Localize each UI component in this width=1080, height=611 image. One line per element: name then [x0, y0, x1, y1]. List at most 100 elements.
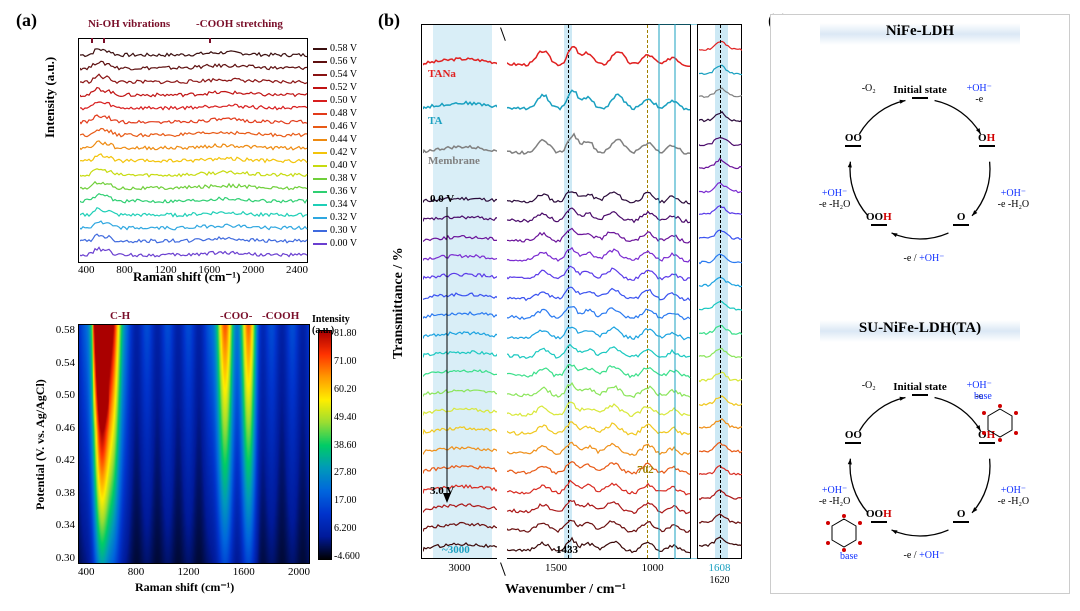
edge-label: +OH⁻-e — [949, 83, 1009, 105]
cycle-state: O — [933, 212, 989, 227]
ftir-inset-trace — [699, 33, 742, 59]
b-inset-xtick: 1608 1620 — [697, 562, 742, 586]
cycle-state: Initial state — [892, 382, 948, 397]
cycle-state: OO — [825, 430, 881, 445]
base-label: base — [840, 551, 858, 562]
cycle-state: OO — [825, 133, 881, 148]
ftir-inset-trace — [699, 128, 742, 154]
legend-item: 0.58 V — [313, 42, 357, 55]
edge-label: -O₂ — [839, 380, 899, 391]
a-top-plotarea — [78, 38, 308, 263]
wn-3000: ~3000 — [442, 544, 470, 556]
legend-item: 0.48 V — [313, 107, 357, 120]
ftir-inset-trace — [699, 529, 742, 555]
a-bot-ylabel: Potential (V. vs. Ag/AgCl) — [33, 379, 48, 510]
ftir-inset-trace — [699, 293, 742, 319]
ftir-inset-trace — [699, 175, 742, 201]
edge-label: +OH⁻-e -H₂O — [805, 188, 865, 210]
colorbar — [318, 330, 332, 560]
ftir-inset-trace — [699, 198, 742, 224]
panel-a-bottom-heatmap: C-H -COO- -COOH Potential (V. vs. Ag/AgC… — [30, 310, 370, 600]
annot-coo: -COO- — [220, 310, 252, 322]
legend-item: 0.44 V — [313, 133, 357, 146]
panel-a-top-raman: Ni-OH vibrations -COOH stretching Intens… — [38, 20, 358, 290]
ftir-inset-trace — [699, 364, 742, 390]
b-inset — [697, 24, 742, 559]
ftir-inset-trace — [699, 411, 742, 437]
edge-label: -e / +OH⁻ — [894, 253, 954, 264]
colorbar-ticks: 81.8071.0060.2049.4038.6027.8017.006.200… — [334, 328, 360, 562]
annot-cooh: -COOH stretching — [196, 18, 283, 30]
ftir-inset-trace — [699, 388, 742, 414]
ref-label-tana: TANa — [428, 68, 456, 80]
ftir-inset-trace — [699, 246, 742, 272]
a-bot-plotarea — [78, 324, 310, 564]
edge-label: +OH⁻-e -H₂O — [983, 188, 1043, 210]
a-top-ylabel: Intensity (a.u.) — [42, 57, 58, 138]
legend-item: 0.46 V — [313, 120, 357, 133]
ta-molecule-icon — [976, 403, 1024, 443]
legend-item: 0.50 V — [313, 94, 357, 107]
ftir-inset-trace — [699, 222, 742, 248]
edge-label: +OH⁻-e -H₂O — [983, 485, 1043, 507]
b-ylabel: Transmittance / % — [391, 247, 407, 359]
ftir-inset-trace — [699, 317, 742, 343]
ftir-inset-trace — [699, 104, 742, 130]
edge-label: -O₂ — [839, 83, 899, 94]
a-bot-yticks: 0.580.540.500.460.420.380.340.30 — [53, 324, 75, 564]
annot-cooh2: -COOH — [262, 310, 299, 322]
annot-nioh: Ni-OH vibrations — [88, 18, 170, 30]
panel-a-label: (a) — [16, 10, 37, 31]
ftir-ref-trace — [423, 79, 691, 123]
inset-vline — [720, 25, 721, 558]
ftir-inset-trace — [699, 458, 742, 484]
ftir-inset-trace — [699, 269, 742, 295]
scheme-su-nife: SU-NiFe-LDH(TA) Initial stateOHOOOHOO+OH… — [771, 320, 1069, 609]
voltage-low: 0.0 V — [430, 193, 454, 205]
legend-item: 0.40 V — [313, 159, 357, 172]
legend-item: 0.34 V — [313, 198, 357, 211]
wn-702: 702 — [637, 464, 654, 476]
cycle-state: OH — [959, 133, 1015, 148]
b-plotarea: TANa TA Membrane 0.0 V 3.0 V ~3000 1433 … — [421, 24, 691, 559]
annot-ch: C-H — [110, 310, 130, 322]
scheme-nife: NiFe-LDH Initial state OH O OOH OO +OH⁻-e +OH⁻… — [771, 23, 1069, 312]
scheme-title-1: NiFe-LDH — [820, 23, 1020, 45]
ref-label-membrane: Membrane — [428, 155, 480, 167]
scheme-title-2: SU-NiFe-LDH(TA) — [820, 320, 1020, 342]
cycle-state: O — [933, 509, 989, 524]
ta-molecule-icon — [820, 513, 868, 553]
panel-b-ftir: TANa TA Membrane 0.0 V 3.0 V ~3000 1433 … — [385, 14, 755, 594]
ftir-inset-trace — [699, 482, 742, 508]
cycle-state: Initial state — [892, 85, 948, 100]
cycle-state: OOH — [851, 212, 907, 227]
ftir-inset-trace — [699, 57, 742, 83]
legend-item: 0.38 V — [313, 172, 357, 185]
ftir-inset-trace — [699, 506, 742, 532]
ftir-inset-trace — [699, 80, 742, 106]
b-xticks: 300015001000 — [421, 562, 691, 574]
panel-c-mechanism: NiFe-LDH Initial state OH O OOH OO +OH⁻-e +OH⁻… — [770, 14, 1070, 594]
legend-item: 0.42 V — [313, 146, 357, 159]
edge-label: -e / +OH⁻ — [894, 550, 954, 561]
raman-trace — [80, 243, 308, 261]
legend-item: 0.54 V — [313, 68, 357, 81]
ftir-ref-trace — [423, 35, 691, 79]
legend-item: 0.00 V — [313, 237, 357, 250]
b-xlabel: Wavenumber / cm⁻¹ — [505, 581, 626, 598]
ftir-inset-trace — [699, 151, 742, 177]
base-label: base — [974, 391, 992, 402]
legend-item: 0.56 V — [313, 55, 357, 68]
a-bot-xticks: 400800120016002000 — [78, 566, 310, 578]
legend-item: 0.36 V — [313, 185, 357, 198]
a-top-legend: 0.58 V0.56 V0.54 V0.52 V0.50 V0.48 V0.46… — [313, 42, 357, 250]
ftir-inset-trace — [699, 435, 742, 461]
legend-item: 0.32 V — [313, 211, 357, 224]
a-bot-xlabel: Raman shift (cm⁻¹) — [135, 580, 234, 595]
axis-break — [497, 29, 507, 575]
a-top-xlabel: Raman shift (cm⁻¹) — [133, 269, 241, 285]
legend-item: 0.30 V — [313, 224, 357, 237]
edge-label: +OH⁻-e -H₂O — [805, 485, 865, 507]
wn-1433: 1433 — [556, 544, 578, 556]
ref-label-ta: TA — [428, 115, 442, 127]
